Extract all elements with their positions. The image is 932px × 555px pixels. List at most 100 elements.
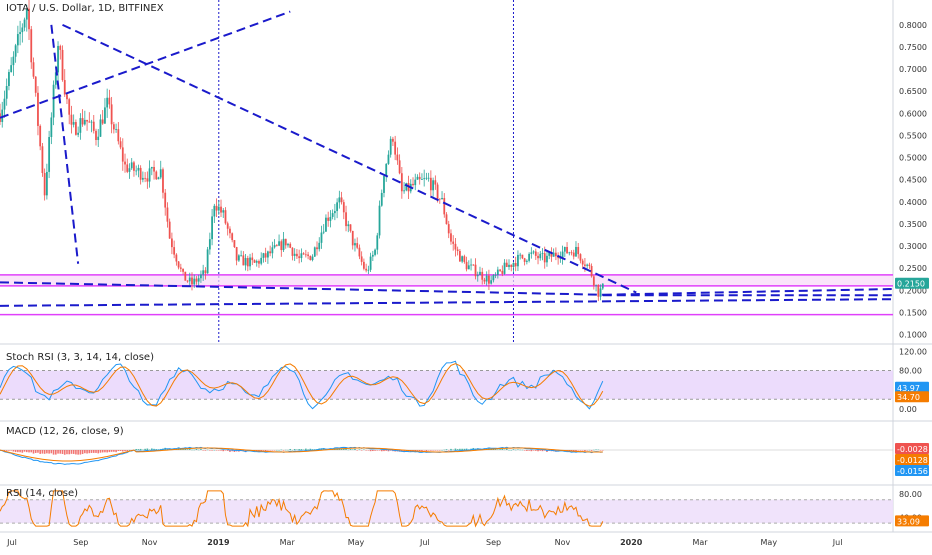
stoch-tick-label: 0.00 (899, 405, 917, 414)
candle-body (501, 270, 504, 274)
candle-body (362, 261, 365, 269)
trend-line (602, 288, 894, 296)
candle-body (304, 254, 307, 256)
candle-body (510, 264, 513, 268)
price-tick-label: 0.8000 (899, 21, 927, 30)
macd-histogram-bar (48, 450, 50, 454)
macd-histogram-bar (360, 450, 363, 451)
candle-body (90, 121, 93, 123)
macd-histogram-bar (121, 450, 124, 452)
macd-histogram-bar (30, 450, 33, 453)
candle-body (23, 19, 26, 28)
last-price-badge-bg (895, 277, 929, 289)
candle-body (532, 251, 535, 253)
candle-body (291, 247, 294, 256)
macd-histogram-bar (579, 450, 582, 451)
macd-histogram-bar (372, 450, 374, 452)
candle-body (86, 119, 88, 122)
macd-histogram-bar (220, 450, 222, 451)
macd-histogram-bar (148, 449, 151, 451)
candle-body (452, 241, 455, 244)
macd-histogram-bar (501, 448, 504, 450)
time-axis-label: Jul (832, 538, 843, 547)
macd-histogram-bar (195, 448, 198, 450)
macd-histogram-bar (539, 450, 542, 451)
macd-histogram-bar (387, 450, 390, 452)
candle-body (14, 45, 17, 57)
macd-histogram-bar (450, 448, 452, 450)
candle-body (365, 268, 368, 271)
candle-body (104, 107, 106, 124)
candle-body (414, 179, 417, 186)
trend-line (0, 10, 291, 119)
macd-histogram-bar (139, 448, 142, 450)
candle-body (50, 117, 53, 138)
candle-body (41, 146, 44, 174)
macd-histogram-bar (296, 449, 298, 450)
candle-body (275, 245, 278, 246)
macd-histogram-bar (79, 450, 82, 455)
macd-histogram-bar (528, 450, 530, 451)
macd-signal-line (0, 447, 603, 462)
macd-histogram-bar (445, 449, 448, 450)
price-tick-label: 0.2500 (899, 264, 927, 273)
candle-body (249, 257, 251, 267)
candle-body (416, 176, 419, 180)
candle-body (117, 129, 120, 142)
macd-hist-badge: -0.0028 (897, 445, 928, 454)
macd-histogram-bar (10, 450, 12, 451)
macd-histogram-bar (157, 449, 160, 450)
macd-histogram-bar (530, 450, 533, 452)
candle-body (222, 210, 225, 213)
candle-body (490, 280, 493, 284)
candle-body (550, 252, 553, 257)
candle-body (298, 256, 301, 259)
macd-histogram-bar (514, 449, 517, 451)
candle-body (581, 260, 584, 265)
candle-body (173, 247, 176, 255)
candle-body (447, 224, 450, 234)
candle-body (541, 253, 544, 255)
candle-body (144, 177, 147, 179)
candle-body (139, 167, 142, 180)
macd-histogram-bar (537, 450, 539, 452)
candle-body (483, 279, 486, 282)
last-price-badge: 0.2150 (897, 280, 925, 289)
macd-histogram-bar (97, 450, 100, 454)
candle-body (191, 277, 193, 285)
candle-body (543, 253, 546, 263)
candle-body (331, 213, 334, 217)
candle-body (106, 97, 109, 108)
candle-body (392, 138, 394, 142)
candle-body (338, 197, 341, 203)
macd-histogram-bar (66, 450, 68, 455)
candle-body (546, 255, 548, 263)
macd-histogram-bar (86, 450, 88, 454)
candle-body (10, 65, 13, 73)
candle-body (481, 271, 484, 280)
macd-histogram-bar (508, 449, 510, 451)
macd-histogram-bar (577, 450, 580, 451)
candle-body (81, 118, 84, 125)
macd-histogram-bar (532, 450, 535, 451)
macd-histogram-bar (349, 449, 352, 450)
candle-body (235, 247, 238, 261)
candle-body (296, 253, 298, 257)
candle-body (150, 167, 153, 169)
candle-body (566, 247, 568, 254)
candle-body (371, 254, 374, 257)
macd-histogram-bar (113, 450, 115, 452)
stoch-k-badge: 43.97 (897, 384, 920, 393)
candle-body (220, 206, 222, 213)
candle-body (508, 264, 510, 267)
candle-body (226, 223, 229, 229)
macd-histogram-bar (50, 450, 53, 454)
time-axis-label: May (348, 538, 365, 547)
macd-histogram-bar (291, 449, 294, 451)
stoch-k-line (0, 360, 604, 410)
macd-histogram-bar (575, 450, 577, 452)
macd-histogram-bar (95, 450, 97, 453)
candle-body (77, 132, 80, 135)
candle-body (157, 177, 160, 180)
